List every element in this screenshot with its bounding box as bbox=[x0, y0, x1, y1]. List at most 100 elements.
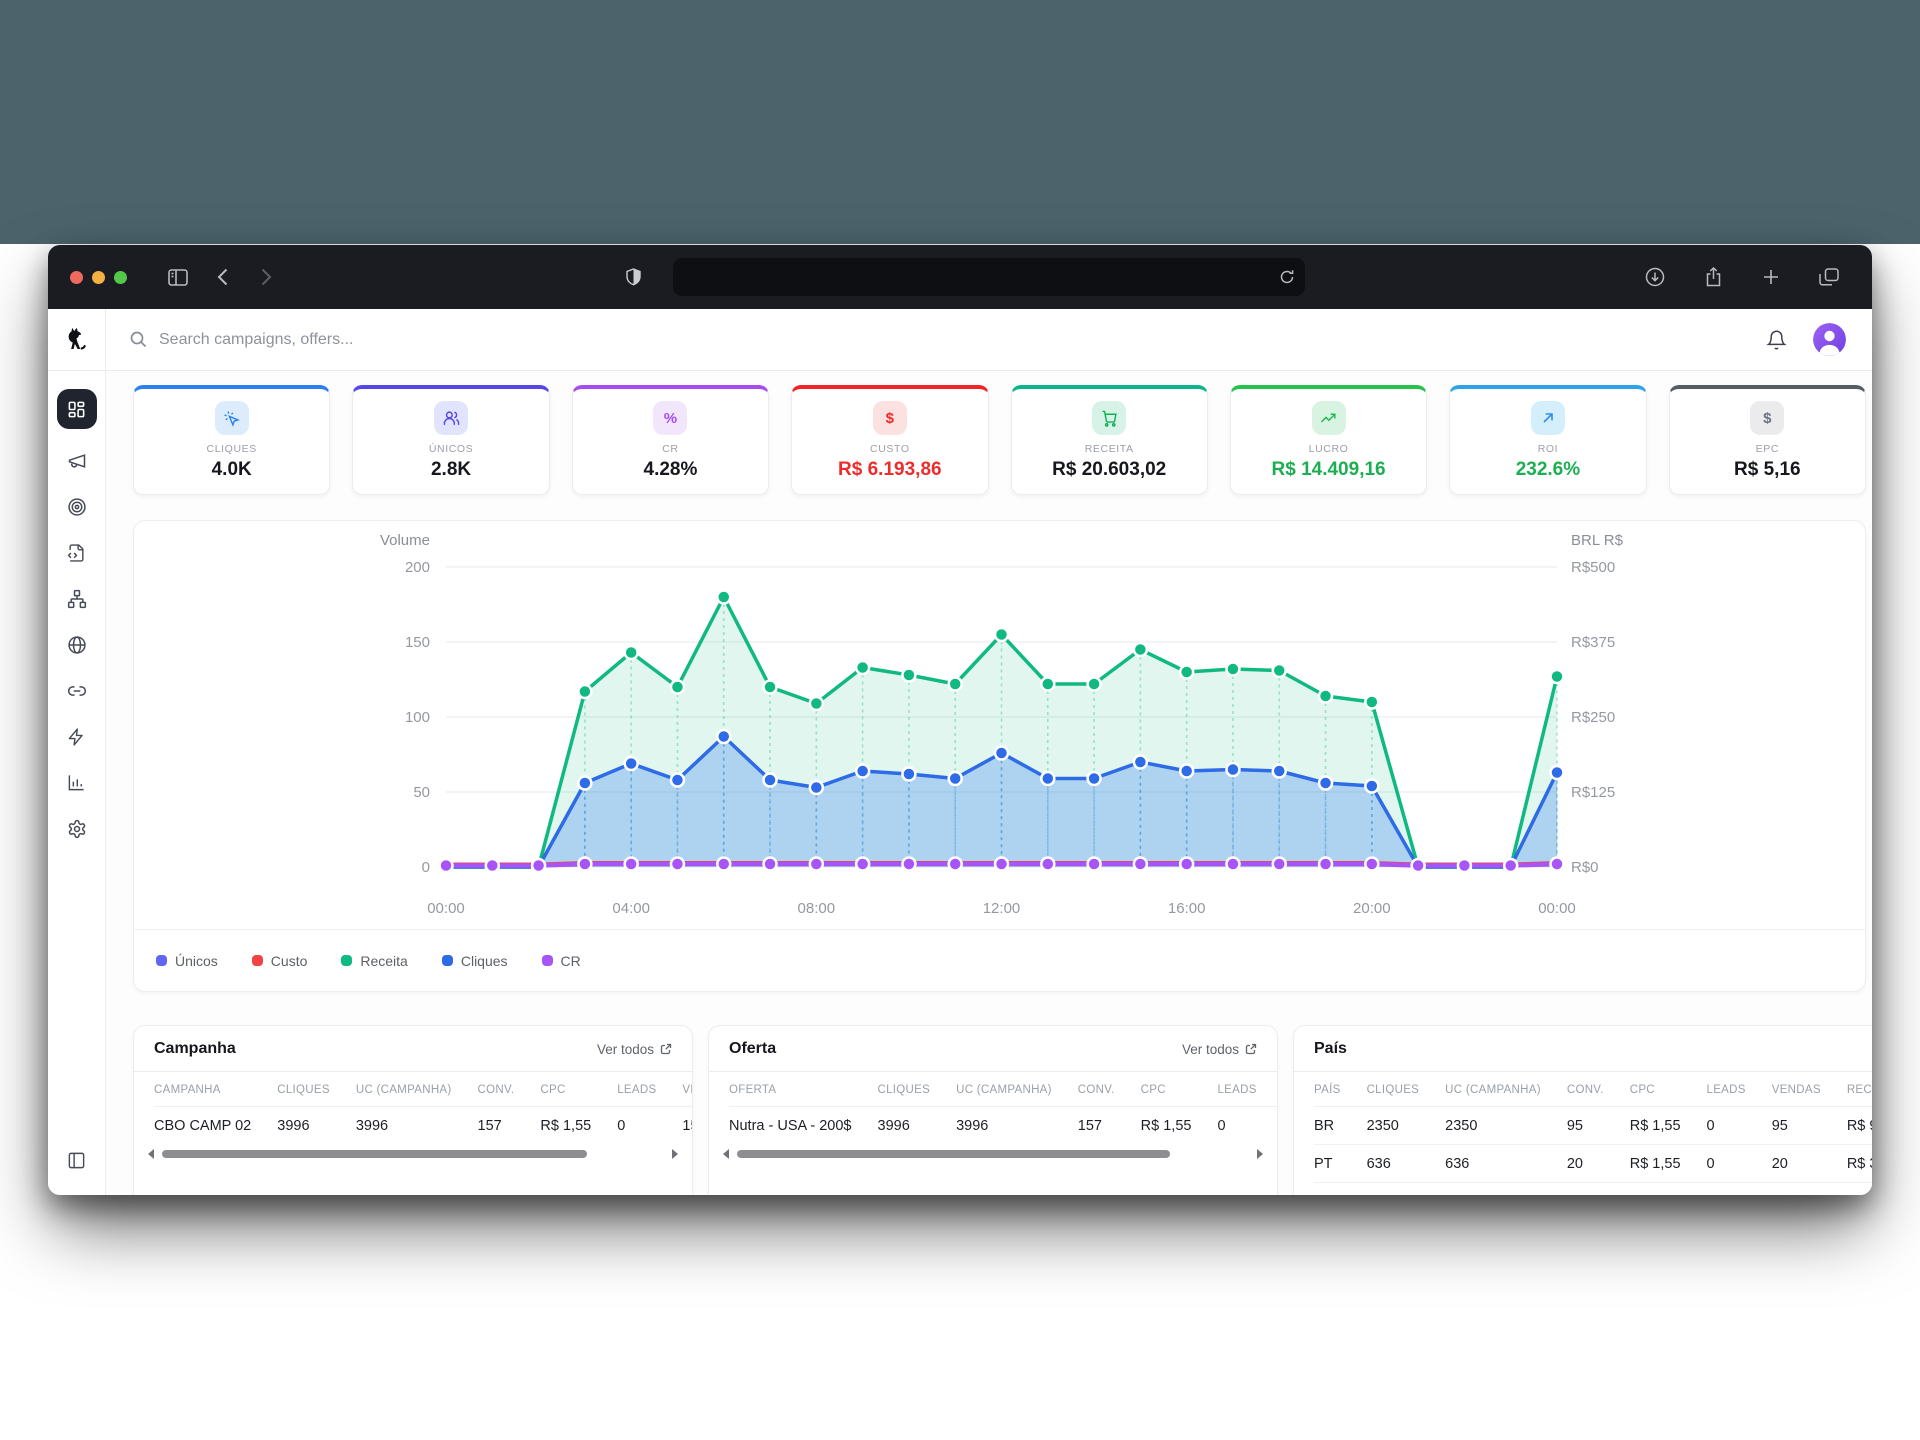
sidebar-item-offers[interactable] bbox=[58, 488, 96, 525]
traffic-lights[interactable] bbox=[70, 270, 127, 284]
close-window-button[interactable] bbox=[70, 270, 83, 284]
forward-icon[interactable] bbox=[249, 262, 283, 292]
sidebar-item-campaigns[interactable] bbox=[58, 442, 96, 479]
kpi-card-unicos[interactable]: ÚNICOS 2.8K bbox=[352, 385, 550, 495]
minimize-window-button[interactable] bbox=[92, 270, 105, 284]
scroll-left-arrow[interactable] bbox=[148, 1149, 154, 1159]
legend-item[interactable]: Cliques bbox=[441, 953, 508, 969]
link-icon bbox=[67, 685, 86, 696]
back-icon[interactable] bbox=[205, 262, 239, 292]
percent-icon: % bbox=[663, 409, 678, 427]
sidebar-collapse-button[interactable] bbox=[58, 1142, 96, 1179]
svg-text:R$375: R$375 bbox=[1571, 634, 1615, 651]
search-input[interactable] bbox=[159, 330, 759, 349]
new-tab-icon[interactable] bbox=[1754, 262, 1788, 292]
breakdown-tables: Campanha Ver todos CAMPANHA CLIQUES UC (CA… bbox=[133, 1025, 1872, 1195]
shield-icon[interactable] bbox=[617, 262, 651, 292]
horizontal-scrollbar[interactable] bbox=[148, 1146, 678, 1162]
column-header: VENDAS bbox=[682, 1072, 692, 1107]
table-cell: 0 bbox=[1706, 1144, 1772, 1183]
kpi-card-lucro[interactable]: LUCRO R$ 14.409,16 bbox=[1229, 385, 1428, 495]
table-cell: 0 bbox=[1706, 1106, 1772, 1145]
kpi-value: R$ 6.193,86 bbox=[838, 459, 942, 480]
legend-item[interactable]: CR bbox=[541, 953, 581, 969]
kpi-row: CLIQUES 4.0K ÚNICOS 2.8K % CR 4.28% $ bbox=[133, 385, 1866, 495]
ver-todos-link[interactable]: Ver todos bbox=[597, 1042, 672, 1057]
scroll-right-arrow[interactable] bbox=[1257, 1149, 1263, 1159]
share-icon[interactable] bbox=[1696, 262, 1730, 292]
hierarchy-icon bbox=[67, 589, 86, 608]
app-root: CLIQUES 4.0K ÚNICOS 2.8K % CR 4.28% $ bbox=[48, 309, 1872, 1195]
data-table: CAMPANHA CLIQUES UC (CAMPANHA) CONV. CPC LEAD… bbox=[154, 1072, 692, 1144]
legend-item[interactable]: Custo bbox=[251, 953, 307, 969]
avatar[interactable] bbox=[1813, 323, 1846, 356]
scroll-left-arrow[interactable] bbox=[723, 1149, 729, 1159]
legend-color-dot bbox=[341, 955, 353, 966]
scroll-right-arrow[interactable] bbox=[672, 1149, 678, 1159]
kpi-card-custo[interactable]: $ CUSTO R$ 6.193,86 bbox=[791, 385, 989, 495]
sidebar-toggle-icon[interactable] bbox=[161, 262, 195, 292]
scrollbar-thumb[interactable] bbox=[162, 1150, 588, 1158]
horizontal-scrollbar[interactable] bbox=[723, 1146, 1263, 1162]
legend-color-dot bbox=[441, 955, 453, 966]
ver-todos-link[interactable]: Ver todos bbox=[1182, 1042, 1257, 1057]
svg-text:04:00: 04:00 bbox=[612, 900, 650, 917]
kpi-label: LUCRO bbox=[1308, 443, 1349, 455]
sidebar-item-automation[interactable] bbox=[58, 718, 96, 755]
column-header: CLIQUES bbox=[277, 1072, 356, 1107]
sidebar-item-settings[interactable] bbox=[58, 810, 96, 847]
kpi-card-receita[interactable]: RECEITA R$ 20.603,02 bbox=[1010, 385, 1208, 495]
app-sidebar bbox=[48, 371, 106, 1195]
column-header: UC (CAMPANHA) bbox=[956, 1072, 1078, 1107]
table-cell: PT bbox=[1314, 1144, 1367, 1183]
sidebar-item-dashboard[interactable] bbox=[56, 389, 97, 429]
table-cell: R$ 9.288,09 bbox=[1846, 1106, 1872, 1145]
table-cell: 157 bbox=[682, 1118, 692, 1134]
reload-icon[interactable] bbox=[1279, 269, 1295, 285]
cart-icon bbox=[1102, 410, 1117, 427]
sidebar-item-funnels[interactable] bbox=[58, 580, 96, 617]
gear-icon bbox=[68, 819, 85, 838]
legend-label: Receita bbox=[360, 952, 408, 969]
svg-text:16:00: 16:00 bbox=[1168, 900, 1206, 917]
kpi-card-cr[interactable]: % CR 4.28% bbox=[571, 385, 770, 495]
sidebar-item-domains[interactable] bbox=[58, 626, 96, 663]
column-header: RECEITA (CO bbox=[1846, 1072, 1872, 1107]
app-logo[interactable] bbox=[48, 309, 106, 370]
kpi-card-cliques[interactable]: CLIQUES 4.0K bbox=[133, 385, 331, 495]
column-header: CONV. bbox=[1077, 1072, 1141, 1107]
target-icon bbox=[67, 497, 86, 516]
address-bar[interactable] bbox=[672, 258, 1305, 296]
table-cell: 636 bbox=[1445, 1144, 1567, 1183]
table-cell: 20 bbox=[1566, 1144, 1630, 1183]
legend-item[interactable]: Receita bbox=[341, 952, 408, 969]
bell-icon[interactable] bbox=[1766, 329, 1787, 351]
kpi-label: RECEITA bbox=[1084, 443, 1134, 455]
sidebar-item-landing-pages[interactable] bbox=[58, 534, 96, 571]
column-header: PAÍS bbox=[1314, 1072, 1367, 1107]
sidebar-item-links[interactable] bbox=[58, 672, 96, 709]
tab-overview-icon[interactable] bbox=[1812, 262, 1846, 292]
table-cell: 3996 bbox=[877, 1118, 910, 1134]
legend-item[interactable]: Únicos bbox=[156, 953, 218, 969]
scrollbar-thumb[interactable] bbox=[737, 1150, 1171, 1158]
svg-text:20:00: 20:00 bbox=[1353, 900, 1391, 917]
kpi-value: R$ 5,16 bbox=[1734, 459, 1801, 480]
kpi-card-epc[interactable]: $ EPC R$ 5,16 bbox=[1668, 385, 1866, 495]
table-cell: 157 bbox=[477, 1118, 502, 1134]
traffic-chart[interactable]: 0 R$0 50 R$125 100 R$250 150 R$375 200 R$500 Volum… bbox=[134, 529, 1865, 929]
svg-text:150: 150 bbox=[405, 634, 430, 651]
kpi-card-roi[interactable]: ROI 232.6% bbox=[1449, 385, 1647, 495]
legend-color-dot bbox=[541, 955, 553, 966]
column-header: CPC bbox=[1140, 1072, 1218, 1107]
sidebar-item-reports[interactable] bbox=[58, 764, 96, 801]
zoom-window-button[interactable] bbox=[114, 270, 127, 284]
download-icon[interactable] bbox=[1638, 262, 1672, 292]
global-search[interactable] bbox=[106, 309, 1766, 370]
kpi-value: R$ 20.603,02 bbox=[1052, 459, 1167, 480]
svg-text:00:00: 00:00 bbox=[1538, 900, 1576, 917]
